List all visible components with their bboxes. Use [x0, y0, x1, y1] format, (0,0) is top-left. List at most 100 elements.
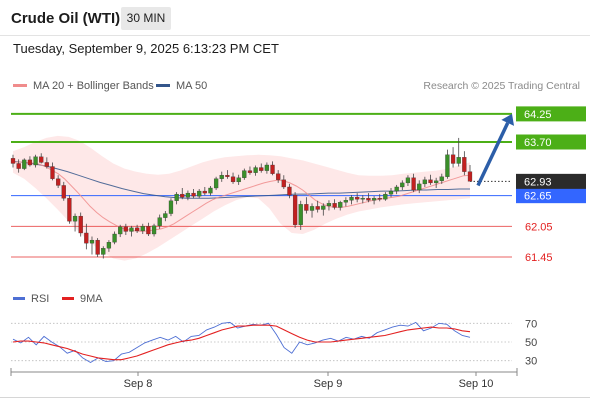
level-tag-63.70 — [516, 134, 586, 150]
level-label-61.45: 61.45 — [525, 252, 553, 264]
candle-body — [67, 198, 72, 222]
candle-body — [371, 198, 377, 201]
x-tick-label: Sep 9 — [314, 378, 343, 390]
candle-body — [180, 193, 185, 198]
candle-body — [343, 200, 349, 203]
rsi-swatch — [13, 296, 25, 300]
candle-body — [134, 227, 140, 232]
candle-body — [230, 176, 236, 183]
candle-body — [247, 170, 253, 173]
candle-body — [140, 226, 145, 232]
rsi-series-RSI — [12, 321, 471, 364]
candle-body — [157, 217, 162, 226]
candle-body — [434, 180, 439, 184]
candle-body — [50, 166, 55, 179]
candle-body — [44, 162, 49, 167]
candle-body — [304, 204, 309, 211]
candle-body — [72, 215, 78, 222]
rsi-series-9MA — [12, 324, 471, 361]
candle-body — [112, 233, 117, 243]
candle-body — [208, 187, 213, 194]
candle-body — [411, 177, 416, 191]
candle-body — [84, 232, 89, 244]
candle-body — [259, 167, 264, 171]
level-tag-62.65 — [516, 188, 586, 204]
candle-body — [10, 158, 16, 164]
legend-ma20-label: MA 20 + Bollinger Bands — [33, 80, 154, 92]
bottom-border — [0, 397, 590, 400]
candle-body — [236, 177, 241, 183]
ma20-swatch — [13, 83, 27, 87]
candle-body — [270, 164, 275, 174]
level-label-63.70: 63.70 — [524, 137, 552, 149]
ma9-swatch — [62, 296, 74, 300]
legend-ma20: MA 20 + Bollinger Bands — [13, 80, 154, 92]
candle-body — [366, 198, 371, 201]
candle-body — [383, 193, 388, 200]
candle-body — [264, 164, 270, 171]
rsi-tick-70: 70 — [525, 318, 537, 330]
ma50-line — [12, 160, 470, 199]
candle-body — [315, 206, 320, 210]
candle-body — [185, 192, 191, 198]
candle-body — [417, 183, 422, 191]
candle-body — [95, 239, 100, 255]
timeframe-badge[interactable]: 30 MIN — [121, 7, 171, 30]
x-tick-label: Sep 8 — [124, 378, 153, 390]
target-arrow-head — [501, 113, 515, 126]
ma20-line — [12, 161, 471, 232]
legend-rsi-label: RSI — [31, 293, 50, 305]
candle-body — [61, 185, 66, 199]
candle-body — [388, 190, 394, 195]
level-label-62.65: 62.65 — [524, 191, 552, 203]
candle-body — [213, 178, 219, 189]
candle-body — [445, 154, 450, 177]
legend-ma50: MA 50 — [156, 80, 207, 92]
candle-body — [56, 178, 61, 186]
candle-body — [428, 179, 433, 184]
candle-body — [202, 190, 207, 194]
candle-body — [219, 175, 224, 179]
x-tick-label: Sep 10 — [459, 378, 494, 390]
candle-body — [377, 198, 382, 200]
candle-body — [276, 173, 281, 180]
candle-body — [332, 203, 337, 208]
candle-body — [287, 186, 292, 196]
legend-9ma: 9MA — [62, 293, 103, 305]
candle-body — [349, 197, 354, 201]
candle-body — [281, 179, 286, 188]
legend-ma50-label: MA 50 — [176, 80, 208, 92]
candle-body — [191, 192, 196, 197]
candle-body — [174, 193, 179, 201]
candle-body — [292, 195, 298, 225]
header-bar: Crude Oil (WTI) 30 MIN — [0, 0, 590, 36]
ma50-swatch — [156, 83, 170, 87]
candle-body — [338, 202, 343, 208]
candle-body — [39, 156, 44, 163]
credit-text: Research © 2025 Trading Central — [423, 80, 580, 92]
rsi-tick-30: 30 — [525, 356, 537, 368]
candle-body — [360, 198, 365, 200]
candle-body — [394, 186, 399, 192]
candle-body — [89, 239, 95, 244]
candle-body — [405, 177, 411, 184]
candle-body — [355, 197, 360, 200]
candle-body — [400, 182, 405, 188]
candle-body — [163, 213, 168, 218]
candle-body — [321, 205, 326, 210]
last-price-label: 62.93 — [524, 176, 552, 188]
candle-body — [439, 176, 444, 181]
instrument-title: Crude Oil (WTI) — [11, 10, 121, 27]
candle-body — [462, 157, 467, 172]
candle-body — [422, 179, 427, 185]
legend-9ma-label: 9MA — [80, 293, 103, 305]
candle-body — [78, 215, 83, 234]
candle-body — [22, 159, 27, 169]
candle-body — [123, 226, 128, 232]
level-label-62.05: 62.05 — [525, 221, 553, 233]
rsi-tick-50: 50 — [525, 337, 537, 349]
candle-body — [456, 157, 461, 164]
candle-body — [27, 159, 33, 166]
candle-body — [309, 206, 315, 211]
